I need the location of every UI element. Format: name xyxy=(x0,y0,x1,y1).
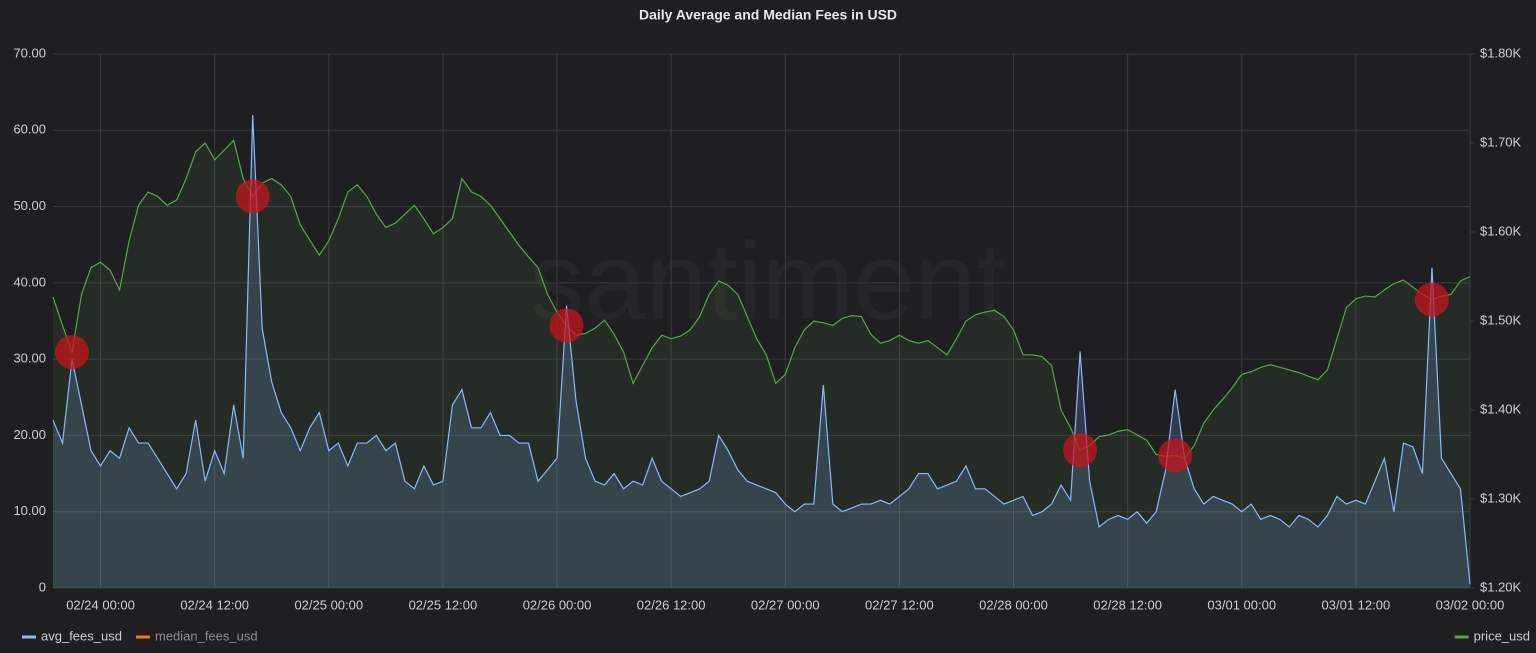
highlight xyxy=(549,308,584,343)
series-area xyxy=(53,140,1470,588)
x-tick-label: 02/28 12:00 xyxy=(1093,597,1162,612)
series-line xyxy=(52,139,1471,459)
x-tick-label: 02/26 00:00 xyxy=(523,597,592,612)
y2-tick-label: $1.50K xyxy=(1480,312,1522,327)
y2-tick-label: $1.40K xyxy=(1480,401,1522,416)
y-tick-label: 60.00 xyxy=(13,122,46,137)
highlight xyxy=(1158,438,1193,473)
y2-tick-label: $1.80K xyxy=(1480,45,1522,60)
y-tick-label: 50.00 xyxy=(13,198,46,213)
x-tick-label: 02/27 12:00 xyxy=(865,597,934,612)
highlight xyxy=(1063,433,1098,468)
series-area xyxy=(53,115,1470,589)
x-tick-label: 03/01 12:00 xyxy=(1322,597,1391,612)
x-tick-label: 03/01 00:00 xyxy=(1207,597,1276,612)
legend-label: price_usd xyxy=(1474,628,1530,643)
x-tick-label: 02/24 00:00 xyxy=(66,597,135,612)
y-tick-label: 30.00 xyxy=(13,351,46,366)
legend-label: median_fees_usd xyxy=(155,628,258,643)
x-tick-label: 03/02 00:00 xyxy=(1436,597,1505,612)
y-tick-label: 0 xyxy=(39,579,46,594)
y2-tick-label: $1.20K xyxy=(1480,579,1522,594)
y-tick-label: 20.00 xyxy=(13,427,46,442)
chart-title: Daily Average and Median Fees in USD xyxy=(639,7,897,23)
y-tick-label: 40.00 xyxy=(13,274,46,289)
x-tick-label: 02/25 00:00 xyxy=(294,597,363,612)
y2-tick-label: $1.60K xyxy=(1480,223,1522,238)
x-tick-label: 02/28 00:00 xyxy=(979,597,1048,612)
highlight xyxy=(55,335,90,370)
y-tick-label: 70.00 xyxy=(13,45,46,60)
y-tick-label: 10.00 xyxy=(13,503,46,518)
legend-label: avg_fees_usd xyxy=(41,628,122,643)
highlight xyxy=(235,179,270,214)
y2-tick-label: $1.30K xyxy=(1480,490,1522,505)
x-tick-label: 02/27 00:00 xyxy=(751,597,820,612)
highlight xyxy=(1414,282,1449,317)
y2-tick-label: $1.70K xyxy=(1480,134,1522,149)
x-tick-label: 02/25 12:00 xyxy=(409,597,478,612)
x-tick-label: 02/26 12:00 xyxy=(637,597,706,612)
series-line xyxy=(52,115,1471,585)
x-tick-label: 02/24 12:00 xyxy=(180,597,249,612)
